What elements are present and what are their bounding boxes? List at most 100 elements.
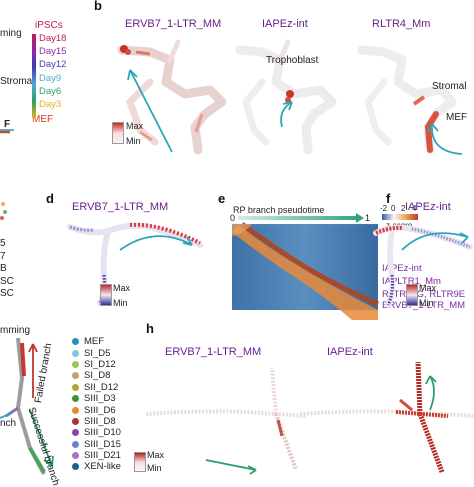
panel-h-title-1: ERVB7_1-LTR_MM <box>165 346 262 358</box>
g-legend-item: SIII_D3 <box>72 393 121 404</box>
g-legend-dot <box>72 360 79 368</box>
te-label-rltr13g: RLTR13G, RLTR9E <box>382 289 466 300</box>
panel-d-umap <box>67 222 203 306</box>
panel-d-scale-max: Max <box>113 283 131 293</box>
panel-f-label: f <box>386 191 391 206</box>
panel-g-text-nch: nch <box>0 418 17 429</box>
g-legend-dot <box>72 463 79 471</box>
panel-b-title-3: RLTR4_Mm <box>372 18 431 30</box>
g-legend-label: SIII_D3 <box>84 393 116 405</box>
panel-c-partial-legend: 5 7 B SC SC <box>0 238 14 301</box>
g-legend-item: SIII_D6 <box>72 404 121 416</box>
g-legend-dot <box>72 395 79 403</box>
panel-b-label: b <box>94 0 102 13</box>
panel-b-umap-2 <box>235 39 337 155</box>
g-legend-label: SIII_D8 <box>84 415 116 427</box>
te-label-iapltr1: IAPLTR1_Mm <box>382 276 441 287</box>
panel-c-legend-item: 7 <box>0 250 6 262</box>
panel-c-legend-item: SC <box>0 288 14 299</box>
ipsc-gradient-bar <box>32 34 36 118</box>
g-legend-item: SIII_D10 <box>72 427 121 438</box>
g-legend-item: SI_D5 <box>72 347 121 359</box>
legend-day12: Day12 <box>39 59 67 71</box>
g-legend-item: SIII_D15 <box>72 439 121 450</box>
panel-d-scale-bar <box>100 284 112 306</box>
g-legend-item: XEN-like <box>72 461 121 472</box>
colorbar-tick: -2 <box>380 204 388 213</box>
panel-h-umap-2 <box>299 361 474 473</box>
panel-e-heatmap <box>232 221 380 320</box>
panel-g-legend: MEF SI_D5 SI_D12 SI_D8 SII_D12 SIII_D3 SIII_D6… <box>72 336 121 473</box>
panel-h-title-2: IAPEz-int <box>327 346 373 358</box>
panel-b-scale-max: Max <box>126 121 144 131</box>
g-legend-label: SIII_D10 <box>84 427 121 439</box>
panel-a-text-ming: ming <box>0 28 22 39</box>
g-legend-dot <box>72 383 79 391</box>
panel-h-scale-bar <box>134 452 146 472</box>
panel-c-legend-item: B <box>0 263 7 274</box>
g-legend-item: MEF <box>72 336 121 347</box>
legend-day6: Day6 <box>39 85 62 97</box>
panel-a-f-arrow <box>0 129 14 131</box>
g-legend-dot <box>72 440 79 448</box>
g-legend-label: SI_D5 <box>84 347 111 359</box>
legend-day9: Day9 <box>39 72 62 84</box>
panel-a-red-dots <box>0 130 10 134</box>
panel-e-axis-end: 1 <box>365 213 371 223</box>
g-legend-item: SII_D12 <box>72 382 121 393</box>
colorbar-tick: 2 <box>401 204 406 213</box>
g-legend-dot <box>72 349 79 357</box>
panel-a-legend: iPSCs Day18 Day15 Day12 Day9 Day6 Day3 M… <box>32 20 88 126</box>
panel-a-text-f: F <box>4 119 11 130</box>
g-legend-item: SIII_D8 <box>72 416 121 427</box>
panel-h-umap-1 <box>145 367 307 475</box>
panel-d-title: ERVB7_1-LTR_MM <box>72 201 169 213</box>
panel-b-title-2: IAPEz-int <box>262 18 308 30</box>
legend-day15: Day15 <box>39 46 67 58</box>
legend-day18: Day18 <box>39 33 67 44</box>
te-label-iapez: IAPEz-int <box>382 263 422 274</box>
panel-b-title-1: ERVB7_1-LTR_MM <box>125 18 222 30</box>
g-legend-item: SI_D8 <box>72 370 121 381</box>
g-legend-dot <box>72 338 79 346</box>
g-legend-dot <box>72 406 79 414</box>
colorbar-tick: 0 <box>391 204 396 213</box>
panel-h-label: h <box>146 321 154 336</box>
annotation-mef: MEF <box>446 112 468 123</box>
te-label-ervb7: ERVB7_1-LTR_MM <box>382 300 466 311</box>
g-legend-label: SII_D12 <box>84 381 119 393</box>
legend-title-ipscs: iPSCs <box>35 20 63 31</box>
panel-b-umap-3 <box>357 45 463 155</box>
panel-d-scale-min: Min <box>113 298 128 308</box>
legend-day3: Day3 <box>39 99 62 111</box>
g-legend-dot <box>72 417 79 425</box>
g-legend-label: SIII_D15 <box>84 438 121 450</box>
annotation-trophoblast: Trophoblast <box>266 55 319 66</box>
g-legend-item: SI_D12 <box>72 359 121 370</box>
panel-e-pseudotime-arrow <box>238 213 364 223</box>
panel-h-scale-min: Min <box>147 463 162 473</box>
panel-f-scale-max: Max <box>419 283 437 293</box>
panel-e-label: e <box>218 191 226 206</box>
colorbar-tick: 4 <box>412 204 417 213</box>
panel-b-scale-bar <box>112 122 124 144</box>
g-legend-dot <box>72 452 79 460</box>
panel-e-axis-title: RP branch pseudotime <box>233 205 325 215</box>
panel-e-axis-start: 0 <box>230 213 236 223</box>
panel-c-legend-item: 5 <box>0 238 6 249</box>
panel-f-scale-bar <box>406 284 418 306</box>
g-legend-label: SI_D8 <box>84 370 111 382</box>
panel-f-scale-min: Min <box>419 298 434 308</box>
g-legend-label: SI_D12 <box>84 358 116 370</box>
panel-h-scale-max: Max <box>147 450 165 460</box>
panel-c-partial-dots <box>0 202 7 220</box>
colorbar <box>382 214 418 220</box>
g-legend-label: SIII_D21 <box>84 450 121 462</box>
g-legend-item: SIII_D21 <box>72 450 121 461</box>
legend-mef: MEF <box>32 114 54 126</box>
panel-f-title: IAPEz-int <box>405 201 451 213</box>
annotation-stromal: Stromal <box>432 81 467 92</box>
panel-f-umap <box>373 224 473 308</box>
panel-d-label: d <box>46 191 54 206</box>
g-legend-label: SIII_D6 <box>84 404 116 416</box>
